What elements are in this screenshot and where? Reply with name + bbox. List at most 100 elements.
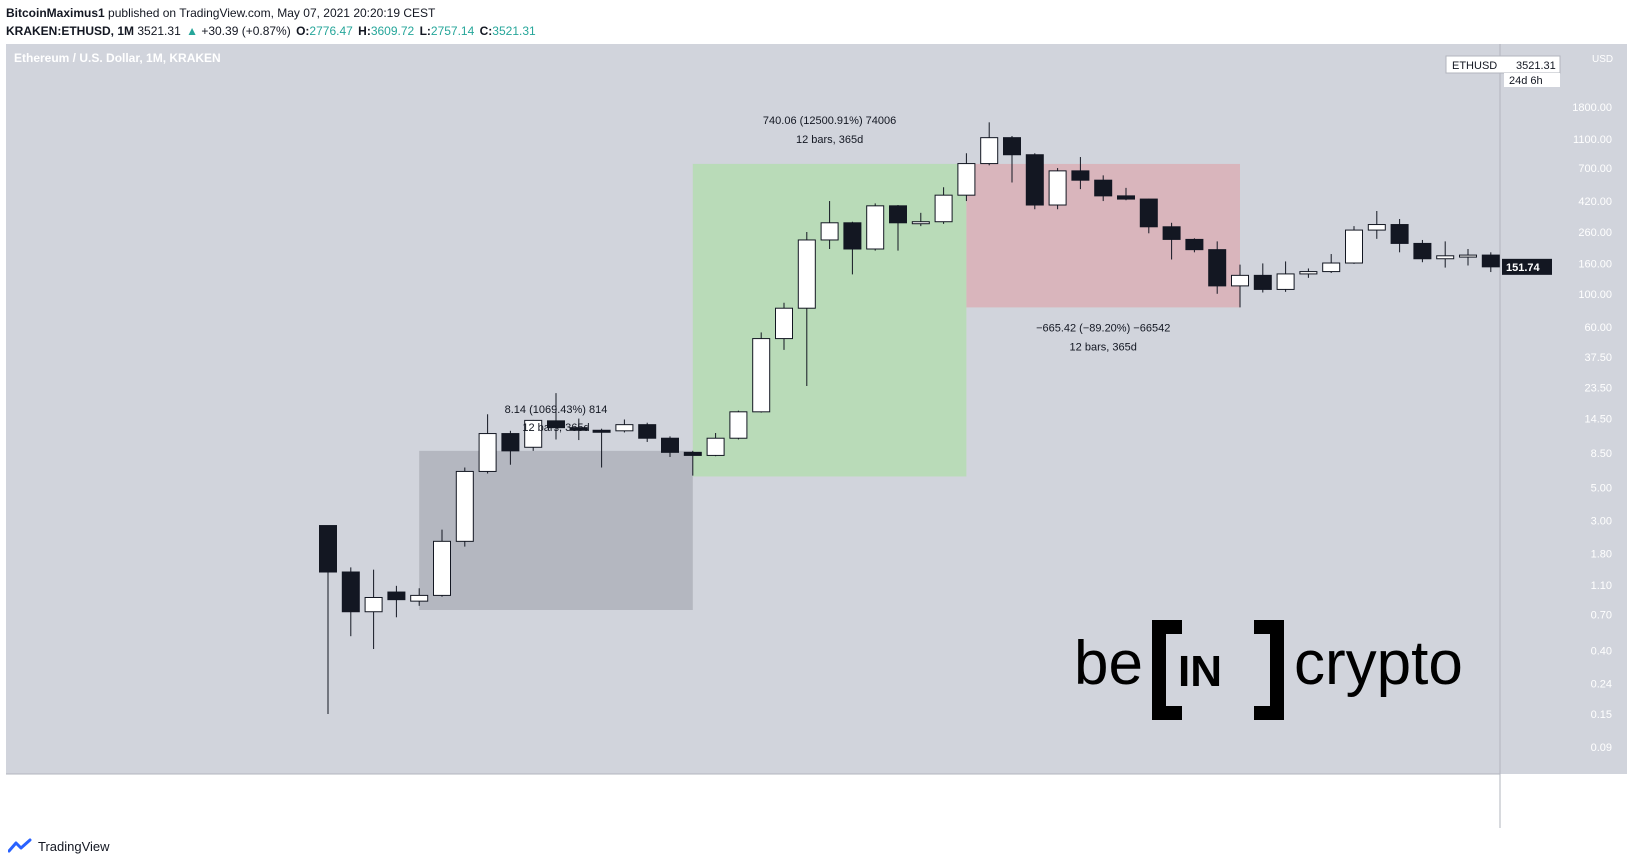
candle-2015-12 [410,588,429,606]
range-label-green-change: 740.06 (12500.91%) 74006 [763,115,896,127]
ohlc-line: KRAKEN:ETHUSD, 1M 3521.31 ▲ +30.39 (+0.8… [6,22,538,40]
candle-body [547,420,565,429]
watermark-in: IN [1178,647,1222,696]
y-tick-label: 0.15 [1591,709,1612,721]
x-tick-label: May [796,782,817,794]
candle-body [319,525,337,573]
tradingview-logo-icon[interactable] [8,838,32,854]
candle-2018-08 [1139,198,1158,234]
candle-2017-11 [934,187,953,224]
x-tick-label: Sep [1435,782,1455,794]
y-tick-label: 0.24 [1591,679,1612,691]
candle-body [1345,229,1363,264]
candle-2016-03 [478,414,497,474]
y-tick-label: 60.00 [1584,322,1612,334]
candle-body [569,427,588,431]
price-axis[interactable]: 1800.00 1100.00 700.00 420.00 260.00 160.00 10… [1572,102,1612,754]
candlesticks [319,122,1500,714]
y-tick-label: 1.80 [1591,548,1612,560]
candle-body [501,433,520,452]
y-tick-label: 8.50 [1591,448,1612,460]
candle-body [797,239,816,309]
candle-2018-05 [1071,157,1090,190]
range-label-red-change: −665.42 (−89.20%) −66542 [1036,322,1170,334]
up-arrow-icon: ▲ [186,24,198,38]
candle-body [455,470,474,542]
time-axis[interactable]: Sep 2016 May Sep 2017 May Sep 2018 May Sep 2019 May… [341,782,1455,794]
candle-2016-12 [683,450,702,476]
y-tick-label: 0.70 [1591,609,1612,621]
candle-body [387,591,406,601]
x-tick-label: 2018 [977,782,1001,794]
candle-2019-01 [1253,263,1272,293]
candle-2017-04 [775,302,793,350]
candle-2018-11 [1208,241,1227,294]
candle-body [1231,274,1249,287]
candle-body [1208,249,1227,287]
price-change: +30.39 (+0.87%) [201,24,291,38]
candle-2018-01 [980,122,999,166]
candle-body [934,194,953,223]
candle-body [1003,137,1021,156]
candle-2018-10 [1185,238,1204,253]
candle-2016-05 [524,419,543,451]
candle-2019-02 [1276,261,1295,292]
candle-body [820,222,839,241]
y-tick-label: 1.10 [1591,580,1612,592]
x-tick-label: May [1344,782,1365,794]
y-tick-label: 1100.00 [1573,134,1612,146]
author-name[interactable]: BitcoinMaximus1 [6,6,105,20]
watermark-be: be [1074,629,1143,698]
candle-2018-07 [1117,187,1135,201]
publish-line: BitcoinMaximus1 published on TradingView… [6,4,538,22]
candle-2018-06 [1094,175,1113,202]
y-tick-label: 37.50 [1584,352,1612,364]
range-label-gray-change: 8.14 (1069.43%) 814 [505,404,608,416]
chart-area[interactable]: 8.14 (1069.43%) 814 12 bars, 365d 740.06 (… [6,44,1627,828]
candle-2018-04 [1048,168,1067,210]
candle-2017-03 [752,332,771,413]
watermark-crypto: crypto [1294,629,1463,698]
range-label-gray-bars: 12 bars, 365d [522,422,589,434]
y-tick-label: 160.00 [1578,258,1612,270]
candle-2017-08 [866,203,885,251]
candle-2015-11 [387,585,406,618]
chart-header: BitcoinMaximus1 published on TradingView… [6,4,538,40]
candle-body [410,594,429,602]
candle-2017-09 [889,205,907,251]
price-tag-symbol: ETHUSD [1452,60,1497,72]
y-tick-label: 0.40 [1591,646,1612,658]
candle-body [1481,254,1500,268]
candle-2015-08 [319,525,337,714]
candle-2018-02 [1003,135,1021,183]
candle-body [1094,179,1113,197]
chart-title: Ethereum / U.S. Dollar, 1M, KRAKEN [14,51,221,65]
x-tick-label: 2017 [703,782,727,794]
candle-2016-02 [455,467,474,547]
candle-body [1413,242,1432,260]
y-tick-label: 23.50 [1584,382,1612,394]
tradingview-brand[interactable]: TradingView [38,838,110,854]
close-value: 3521.31 [492,24,536,38]
candle-2015-09 [341,567,360,637]
footer: TradingView [8,838,110,854]
x-tick-label: 2016 [430,782,454,794]
candle-body [980,137,999,165]
x-tick-label: Sep [1162,782,1182,794]
price-chart[interactable]: 8.14 (1069.43%) 814 12 bars, 365d 740.06 (… [6,44,1627,828]
y-tick-label: 260.00 [1578,227,1612,239]
candle-body [1299,271,1318,275]
candle-body [775,307,793,340]
candle-2019-10 [1459,248,1477,266]
candle-2019-07 [1390,219,1409,253]
candle-body [661,437,679,453]
candle-2016-11 [661,436,679,458]
candle-2018-03 [1025,153,1044,210]
candle-body [1322,262,1341,273]
y-tick-label: 3.00 [1591,515,1612,527]
candle-2019-03 [1299,268,1318,278]
candle-2015-10 [364,569,383,650]
candle-body [1162,226,1181,240]
candle-body [1117,195,1135,200]
price-tag-countdown: 24d 6h [1509,75,1543,87]
